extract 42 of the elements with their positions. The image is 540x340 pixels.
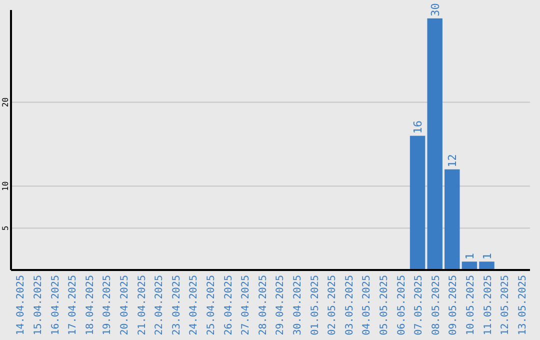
x-tick-label: 13.05.2025 <box>517 275 528 336</box>
y-tick-label: 20 <box>1 97 10 108</box>
x-tick-label: 06.05.2025 <box>396 275 408 336</box>
x-tick-label: 16.04.2025 <box>50 275 62 336</box>
x-tick-label: 01.05.2025 <box>310 275 321 336</box>
data-label: 16 <box>412 120 425 134</box>
x-tick-label: 09.05.2025 <box>448 275 460 336</box>
x-tick-label: 19.04.2025 <box>102 275 114 336</box>
x-tick-label: 24.04.2025 <box>188 275 200 336</box>
x-tick-label: 21.04.2025 <box>136 275 148 336</box>
x-tick-label: 23.04.2025 <box>171 275 182 336</box>
x-tick-label: 11.05.2025 <box>482 275 494 336</box>
data-label: 1 <box>480 252 494 260</box>
y-tick-label: 10 <box>1 181 10 191</box>
bar <box>444 169 460 270</box>
x-tick-label: 17.04.2025 <box>68 275 79 336</box>
x-tick-label: 15.04.2025 <box>32 275 44 336</box>
x-tick-label: 22.04.2025 <box>154 275 166 336</box>
x-tick-label: 12.05.2025 <box>500 275 512 336</box>
data-label: 1 <box>463 252 476 260</box>
x-tick-label: 28.04.2025 <box>258 275 269 336</box>
x-tick-label: 29.04.2025 <box>275 275 286 336</box>
x-tick-label: 08.05.2025 <box>430 275 442 336</box>
x-tick-label: 14.04.2025 <box>16 275 27 336</box>
x-tick-label: 27.04.2025 <box>240 275 252 336</box>
x-tick-label: 30.04.2025 <box>292 275 304 336</box>
x-tick-label: 02.05.2025 <box>327 275 338 336</box>
x-tick-label: 25.04.2025 <box>206 275 217 336</box>
data-label: 12 <box>446 154 460 168</box>
bar <box>410 136 426 270</box>
x-tick-label: 07.05.2025 <box>414 275 425 336</box>
x-tick-label: 04.05.2025 <box>362 275 373 336</box>
data-label: 30 <box>428 3 442 16</box>
x-tick-label: 05.05.2025 <box>378 275 390 336</box>
x-tick-label: 26.04.2025 <box>223 275 234 336</box>
x-tick-label: 03.05.2025 <box>344 275 356 336</box>
x-tick-label: 20.04.2025 <box>119 275 130 336</box>
x-tick-label: 18.04.2025 <box>84 275 96 336</box>
bar <box>427 18 442 270</box>
x-tick-label: 10.05.2025 <box>465 275 476 336</box>
bar <box>479 262 494 270</box>
y-tick-label: 5 <box>1 225 10 230</box>
